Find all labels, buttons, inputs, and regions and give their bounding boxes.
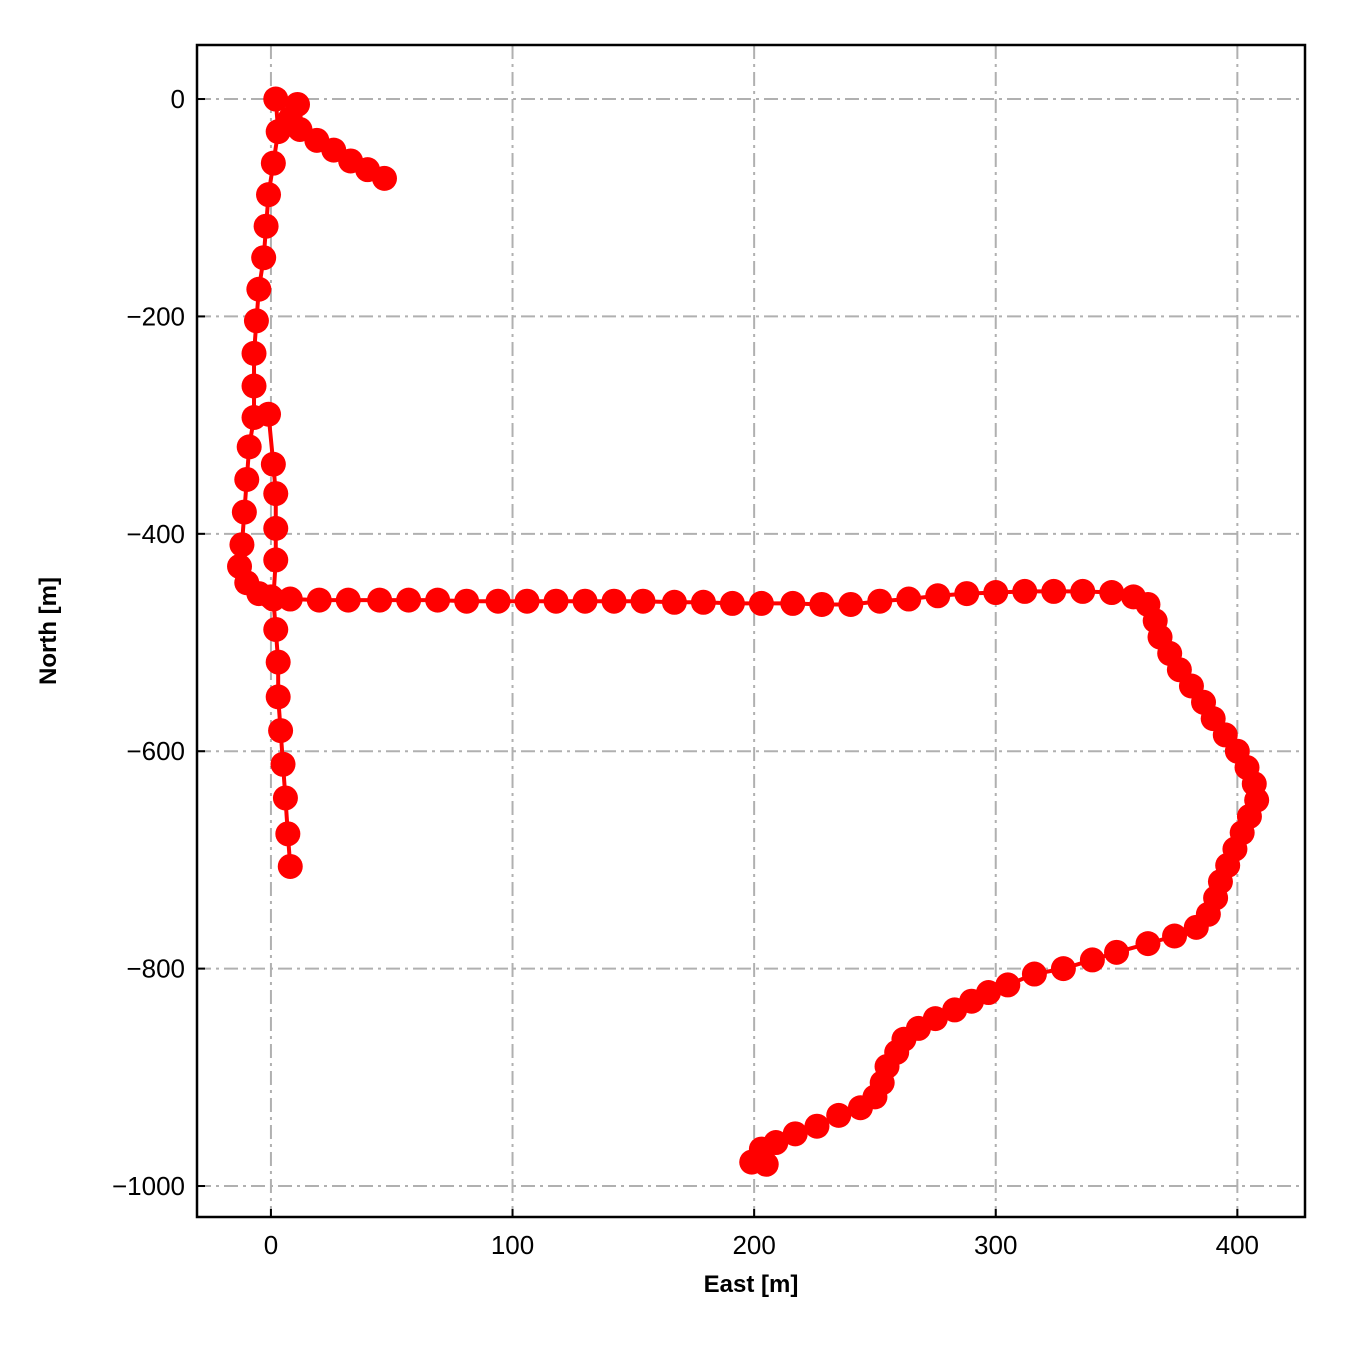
point [572, 588, 598, 614]
point [265, 649, 291, 675]
y-tick-label: −1000 [112, 1171, 185, 1201]
point [241, 340, 267, 366]
trajectory-line [237, 97, 1259, 1167]
point [847, 1095, 873, 1121]
point [753, 1151, 779, 1177]
point [396, 587, 422, 613]
point [256, 401, 282, 427]
point [543, 588, 569, 614]
point [838, 591, 864, 617]
point [1183, 914, 1209, 940]
point [983, 580, 1009, 606]
point [263, 616, 289, 642]
point [243, 308, 269, 334]
point [954, 581, 980, 607]
point [719, 590, 745, 616]
point [1070, 578, 1096, 604]
point [942, 997, 968, 1023]
point [270, 751, 296, 777]
point [896, 586, 922, 612]
point [1041, 578, 1067, 604]
point [268, 718, 294, 744]
point [867, 588, 893, 614]
x-tick-label: 0 [264, 1230, 278, 1260]
point [256, 182, 282, 208]
point [275, 821, 301, 847]
point [260, 150, 286, 176]
point [804, 1113, 830, 1139]
point [229, 532, 255, 558]
point [826, 1102, 852, 1128]
point [234, 466, 260, 492]
plot-frame [195, 43, 1307, 1219]
x-tick-label: 300 [974, 1230, 1017, 1260]
point [253, 213, 279, 239]
point [260, 586, 286, 612]
point [454, 588, 480, 614]
point [367, 587, 393, 613]
point [335, 587, 361, 613]
y-tick-label: −800 [126, 954, 185, 984]
point [236, 434, 262, 460]
point [246, 276, 272, 302]
point [690, 589, 716, 615]
point [306, 587, 332, 613]
point [285, 91, 311, 117]
point [263, 481, 289, 507]
point [925, 583, 951, 609]
point [1012, 578, 1038, 604]
point [1135, 931, 1161, 957]
point [265, 684, 291, 710]
point [780, 590, 806, 616]
point [263, 515, 289, 541]
point [425, 587, 451, 613]
x-tick-label: 100 [491, 1230, 534, 1260]
point [263, 547, 289, 573]
y-tick-label: 0 [171, 84, 185, 114]
point [1162, 923, 1188, 949]
point [241, 373, 267, 399]
y-tick-label: −600 [126, 736, 185, 766]
y-axis-label: North [m] [35, 577, 62, 685]
point [272, 785, 298, 811]
x-tick-label: 400 [1216, 1230, 1259, 1260]
point [514, 588, 540, 614]
point [277, 853, 303, 879]
x-axis-label: East [m] [704, 1271, 799, 1298]
point [601, 588, 627, 614]
point [1079, 947, 1105, 973]
point [265, 119, 291, 145]
point [630, 588, 656, 614]
point [251, 245, 277, 271]
point [1099, 580, 1125, 606]
point [748, 590, 774, 616]
point [231, 499, 257, 525]
point [1104, 939, 1130, 965]
x-tick-label: 200 [732, 1230, 775, 1260]
point [260, 451, 286, 477]
point [263, 86, 289, 112]
point [809, 591, 835, 617]
y-tick-label: −200 [126, 301, 185, 331]
point [1050, 956, 1076, 982]
y-tick-label: −400 [126, 519, 185, 549]
point [782, 1121, 808, 1147]
point [485, 588, 511, 614]
point [995, 972, 1021, 998]
point [661, 589, 687, 615]
point [1021, 961, 1047, 987]
